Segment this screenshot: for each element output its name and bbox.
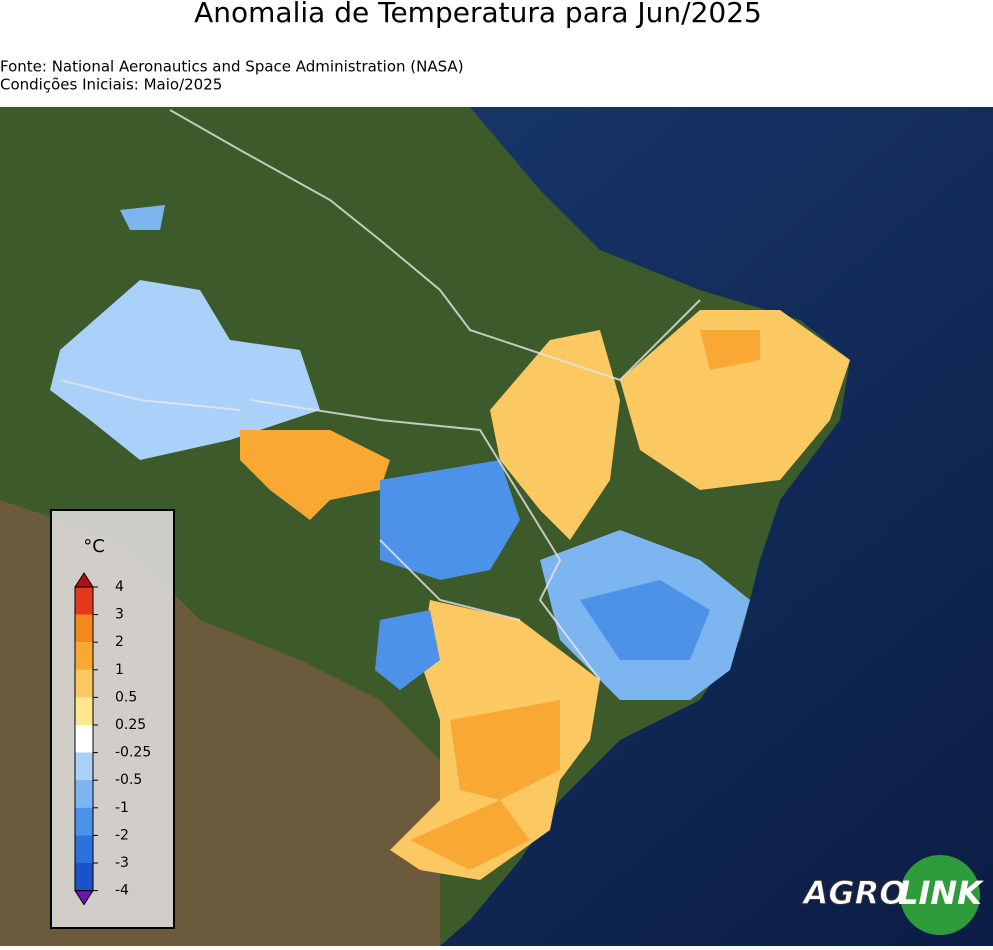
colorbar-tick-label: -4 bbox=[115, 883, 129, 899]
colorbar-segment bbox=[75, 725, 93, 753]
colorbar-segment bbox=[75, 752, 93, 781]
logo-part2: LINK bbox=[898, 874, 984, 912]
anomaly-cool-center bbox=[380, 460, 520, 580]
colorbar-tick-label: 2 bbox=[115, 634, 124, 650]
anomaly-warm-northeast-core bbox=[700, 330, 760, 370]
initial-conditions: Condições Iniciais: Maio/2025 bbox=[0, 76, 222, 94]
anomaly-cool-north bbox=[120, 205, 165, 230]
legend-box bbox=[50, 509, 175, 929]
legend-unit: °C bbox=[83, 536, 105, 557]
colorbar-segment bbox=[75, 642, 93, 670]
anomaly-warm-south-core bbox=[450, 700, 560, 800]
colorbar-tick-label: 4 bbox=[115, 579, 124, 595]
title: Anomalia de Temperatura para Jun/2025 bbox=[194, 0, 762, 29]
map bbox=[0, 107, 993, 946]
colorbar-tick-label: -0.25 bbox=[115, 745, 151, 761]
anomaly-cool-west bbox=[50, 280, 320, 460]
colorbar-frame bbox=[74, 586, 94, 892]
colorbar-segment bbox=[75, 835, 93, 863]
colorbar-segment bbox=[75, 863, 93, 891]
anomaly-warm-northeast bbox=[620, 310, 850, 490]
anomaly-cool-ms bbox=[375, 610, 440, 690]
colorbar-tick-label: 1 bbox=[115, 662, 124, 678]
legend: °C 4 3 2 1 0.5 0.25 -0.25 -0.5 -1 -2 -3 -4 bbox=[50, 509, 175, 929]
colorbar-tick-label: 0.25 bbox=[115, 717, 146, 733]
colorbar-tick-label: -2 bbox=[115, 827, 129, 843]
anomaly-warm-rs bbox=[410, 800, 530, 870]
colorbar-tick-label: -1 bbox=[115, 800, 129, 816]
logo-circle bbox=[900, 855, 980, 935]
colorbar-tick-label: 3 bbox=[115, 607, 124, 623]
colorbar-tick-label: 0.5 bbox=[115, 689, 137, 705]
colorbar-segment bbox=[75, 807, 93, 836]
anomaly-warm-central-west bbox=[240, 430, 390, 520]
colorbar-segment bbox=[75, 587, 93, 615]
colorbar-segment bbox=[75, 614, 93, 643]
logo: AGRO LINK bbox=[800, 855, 984, 935]
anomaly-warm-northeast-west bbox=[490, 330, 620, 540]
logo-part1: AGRO bbox=[801, 874, 907, 912]
state-borders bbox=[59, 109, 701, 681]
colorbar-segment bbox=[75, 697, 93, 725]
anomaly-cool-southeast-core bbox=[580, 580, 710, 660]
colorbar-tick-label: -3 bbox=[115, 855, 129, 871]
colorbar-segment bbox=[75, 669, 93, 698]
header-bg bbox=[0, 0, 993, 107]
source: Fonte: National Aeronautics and Space Ad… bbox=[0, 58, 464, 76]
colorbar-segment bbox=[75, 780, 93, 808]
colorbar-tick-label: -0.5 bbox=[115, 772, 142, 788]
